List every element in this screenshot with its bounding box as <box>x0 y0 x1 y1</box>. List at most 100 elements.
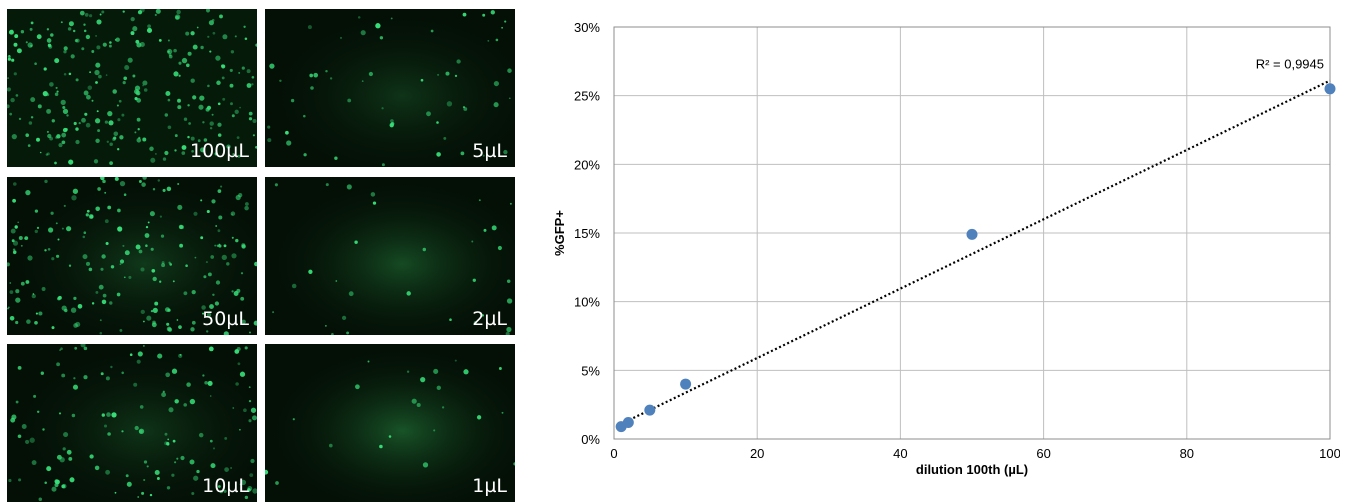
fluorescent-cell <box>62 108 69 115</box>
fluorescent-cell <box>113 136 117 140</box>
fluorescent-cell <box>217 133 222 137</box>
fluorescent-cell <box>231 213 234 216</box>
fluorescent-cell <box>12 240 19 246</box>
fluorescent-cell <box>379 36 384 40</box>
fluorescent-cell <box>236 346 241 352</box>
cells-2ul <box>265 177 515 335</box>
fluorescent-cell <box>176 457 179 460</box>
fluorescent-cell <box>93 159 99 164</box>
fluorescent-cell <box>348 291 354 297</box>
fluorescent-cell <box>167 327 173 332</box>
fluorescent-cell <box>79 10 85 16</box>
fluorescent-cell <box>152 188 156 191</box>
fluorescent-cell <box>98 284 104 290</box>
fluorescent-cell <box>191 289 196 295</box>
fluorescent-cell <box>105 241 109 246</box>
fluorescent-cell <box>99 331 103 335</box>
fluorescent-cell <box>210 463 216 469</box>
fluorescent-cell <box>96 19 102 25</box>
fluorescent-cell <box>215 225 218 227</box>
y-tick-label: 30% <box>574 20 600 35</box>
panel-label-10ul: 10µL <box>202 475 249 497</box>
fluorescent-cell <box>139 405 144 409</box>
y-tick-label: 20% <box>574 157 600 172</box>
fluorescent-cell <box>174 461 177 464</box>
fluorescent-cell <box>60 347 63 351</box>
fluorescent-cell <box>226 262 230 266</box>
fluorescent-cell <box>174 14 181 20</box>
fluorescent-cell <box>61 483 67 489</box>
fluorescent-cell <box>253 320 257 326</box>
fluorescent-cell <box>167 39 170 42</box>
fluorescent-cell <box>70 307 77 313</box>
fluorescent-cell <box>196 26 199 29</box>
fluorescent-cell <box>102 179 106 184</box>
fluorescent-cell <box>325 69 328 73</box>
fluorescent-cell <box>15 297 21 303</box>
fluorescent-cell <box>123 76 127 81</box>
fluorescent-cell <box>211 199 216 204</box>
fluorescent-cell <box>114 177 119 181</box>
fluorescent-cell <box>56 90 59 93</box>
fluorescent-cell <box>508 97 511 100</box>
fluorescent-cell <box>29 27 33 31</box>
fluorescent-cell <box>354 240 358 244</box>
fluorescent-cell <box>66 114 69 117</box>
fluorescent-cell <box>191 491 195 496</box>
fluorescent-cell <box>463 369 469 375</box>
fluorescent-cell <box>91 99 94 102</box>
fluorescent-cell <box>61 305 67 311</box>
fluorescent-cell <box>25 189 31 196</box>
panel-label-100ul: 100µL <box>190 140 249 162</box>
fluorescent-cell <box>173 71 179 77</box>
fluorescent-cell <box>13 182 17 186</box>
fluorescent-cell <box>230 467 233 469</box>
fluorescent-cell <box>433 368 439 374</box>
fluorescent-cell <box>121 430 124 433</box>
fluorescent-cell <box>44 249 47 252</box>
fluorescent-cell <box>107 432 111 436</box>
fluorescent-cell <box>209 126 213 130</box>
x-axis-title: dilution 100th (µL) <box>916 462 1028 477</box>
fluorescent-cell <box>509 202 512 205</box>
fluorescent-cell <box>177 204 183 210</box>
fluorescent-cell <box>38 311 43 316</box>
fluorescent-cell <box>144 233 150 238</box>
fluorescent-cell <box>158 39 162 42</box>
fluorescent-cell <box>146 315 152 321</box>
fluorescent-cell <box>54 58 60 64</box>
fluorescent-cell <box>25 133 29 137</box>
fluorescent-cell <box>160 234 165 238</box>
fluorescent-cell <box>185 264 188 267</box>
fluorescent-cell <box>370 192 376 197</box>
fluorescent-cell <box>183 117 188 121</box>
fluorescent-cell <box>379 444 383 449</box>
fluorescent-cell <box>72 188 79 194</box>
fluorescent-cell <box>85 213 89 217</box>
fluorescent-cell <box>206 330 209 333</box>
fluorescent-cell <box>229 68 233 72</box>
fluorescent-cell <box>29 437 35 443</box>
fluorescent-cell <box>167 438 170 441</box>
fluorescent-cell <box>132 74 136 78</box>
fluorescent-cell <box>166 442 170 446</box>
fluorescent-cell <box>85 34 91 40</box>
fluorescent-cell <box>95 34 98 37</box>
fluorescent-cell <box>255 43 257 47</box>
fluorescent-cell <box>147 24 151 29</box>
fluorescent-cell <box>116 104 119 107</box>
fluorescent-cell <box>503 149 508 155</box>
fluorescent-cell <box>127 57 133 63</box>
fluorescent-cell <box>157 179 161 182</box>
y-tick-label: 0% <box>581 432 600 447</box>
fluorescent-cell <box>149 493 153 497</box>
fluorescent-cell <box>162 188 166 192</box>
fluorescent-cell <box>436 121 439 124</box>
fluorescent-cell <box>218 215 223 220</box>
fluorescent-cell <box>30 21 34 25</box>
fluorescent-cell <box>204 381 208 385</box>
fluorescent-cell <box>103 424 108 428</box>
fluorescent-cell <box>104 219 109 224</box>
fluorescent-cell <box>460 151 465 156</box>
fluorescent-cell <box>8 29 14 35</box>
